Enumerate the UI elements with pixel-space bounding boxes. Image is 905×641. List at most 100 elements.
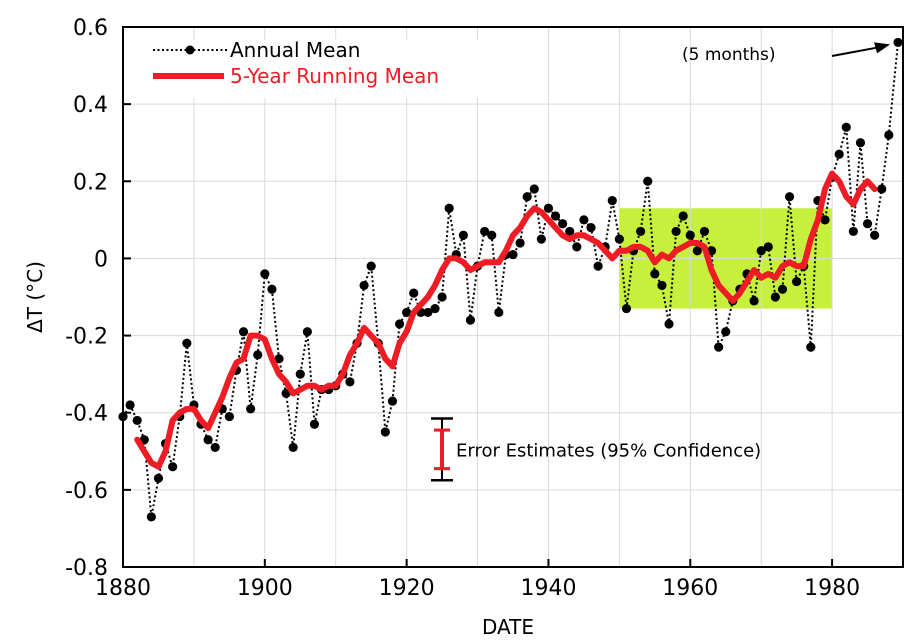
annual-mean-point (366, 261, 376, 271)
annual-mean-point (536, 234, 546, 244)
x-tick-label: 1980 (804, 576, 860, 601)
error-estimates (431, 417, 453, 482)
annual-mean-point (387, 396, 398, 406)
y-tick-label: 0.2 (73, 170, 108, 195)
annual-mean-point (636, 226, 646, 237)
annual-mean-point (423, 307, 433, 318)
y-tick-label: -0.4 (65, 402, 108, 427)
annual-mean-point (515, 238, 525, 248)
annual-mean-point (792, 276, 802, 287)
annual-mean-point (203, 435, 213, 445)
annual-mean-point (480, 226, 490, 237)
annual-mean-point (671, 226, 681, 237)
annual-mean-point (487, 230, 497, 240)
annual-mean-point (210, 442, 220, 453)
annual-mean-point (621, 303, 632, 314)
annual-mean-point (267, 284, 277, 294)
y-tick-label: 0.4 (73, 93, 108, 118)
x-axis-ticks: 1880 1900 1920 1940 1960 1980 (95, 559, 860, 601)
annual-mean-point (650, 269, 660, 279)
five-months-arrow (831, 42, 891, 57)
annual-mean-point (402, 307, 412, 318)
annual-mean-point (806, 342, 816, 352)
x-tick-label: 1900 (237, 576, 293, 601)
annual-mean-point (394, 319, 405, 329)
annual-mean-point (593, 261, 603, 271)
annual-mean-point (558, 219, 568, 229)
annual-mean-point (146, 512, 156, 522)
annual-mean-point (884, 130, 894, 140)
annual-mean-point (465, 315, 476, 325)
annual-mean-point (756, 246, 766, 256)
annual-mean-point (168, 462, 178, 472)
x-tick-label: 1920 (379, 576, 435, 601)
annual-mean-point (579, 215, 589, 225)
annual-mean-point (430, 303, 440, 314)
grid-vertical (193, 27, 833, 567)
annual-mean-point (855, 138, 866, 148)
annual-mean-point (586, 222, 596, 233)
y-axis-ticks: -0.8 -0.6 -0.4 -0.2 0 0.2 0.4 0.6 (65, 16, 131, 581)
annual-mean-partial-point (893, 37, 903, 48)
annual-mean-point (522, 192, 532, 202)
annual-mean-point (253, 350, 263, 360)
annual-mean-point (848, 226, 858, 237)
annual-mean-point (643, 176, 653, 186)
annual-mean-point (125, 400, 135, 410)
annual-mean-point (862, 219, 873, 229)
annual-mean-point (529, 184, 539, 194)
annual-mean-point (770, 292, 780, 302)
annual-mean-point (678, 211, 688, 221)
annual-mean-point (437, 292, 447, 302)
x-axis-label: DATE (482, 615, 534, 639)
annual-mean-point (820, 215, 830, 225)
annual-mean-point (359, 280, 369, 291)
annual-mean-point (777, 284, 788, 294)
annual-mean-point (238, 327, 249, 337)
annual-mean-point (763, 242, 773, 252)
annual-mean-point (132, 415, 142, 426)
annual-mean-point (699, 226, 710, 237)
x-tick-label: 1940 (520, 576, 576, 601)
annual-mean-point (494, 307, 504, 318)
annual-mean-point (614, 234, 624, 244)
y-tick-label: 0.6 (73, 16, 108, 41)
annual-mean-point (877, 184, 887, 194)
annual-mean-point (288, 442, 298, 453)
annual-mean-point (784, 192, 795, 202)
legend-running-mean-label: 5-Year Running Mean (230, 64, 439, 88)
y-tick-label: -0.8 (65, 556, 108, 581)
x-tick-label: 1960 (662, 576, 718, 601)
annual-mean-point (246, 404, 256, 414)
annual-mean-point (182, 338, 192, 348)
annual-mean-point (749, 296, 759, 306)
annual-mean-point (664, 319, 674, 329)
annual-mean-point (345, 377, 355, 387)
annual-mean-point (508, 249, 518, 260)
five-months-annotation: (5 months) (682, 45, 776, 65)
annual-mean-point (692, 246, 702, 256)
annual-mean-point (409, 288, 419, 298)
y-tick-label: -0.2 (65, 325, 108, 350)
y-axis-label: ΔT (°C) (23, 261, 47, 333)
annual-mean-point (550, 211, 561, 221)
annual-mean-point (870, 230, 880, 240)
annual-mean-point (309, 419, 320, 429)
annual-mean-point (565, 226, 575, 237)
annual-mean-point (260, 269, 270, 279)
legend-annual-swatch-marker (185, 45, 195, 55)
running-mean-line (134, 170, 878, 470)
arrow-shaft (831, 46, 879, 57)
arrow-head (874, 42, 891, 54)
annual-mean-point (380, 427, 390, 437)
annual-mean-point (274, 354, 284, 364)
annual-mean-point (841, 122, 851, 132)
annual-mean-point (721, 327, 731, 337)
annual-mean-point (118, 411, 128, 422)
y-tick-label: 0 (94, 247, 108, 272)
legend-annual-mean-label: Annual Mean (230, 38, 360, 62)
annual-mean-point (607, 195, 617, 206)
annual-mean-point (714, 342, 724, 352)
